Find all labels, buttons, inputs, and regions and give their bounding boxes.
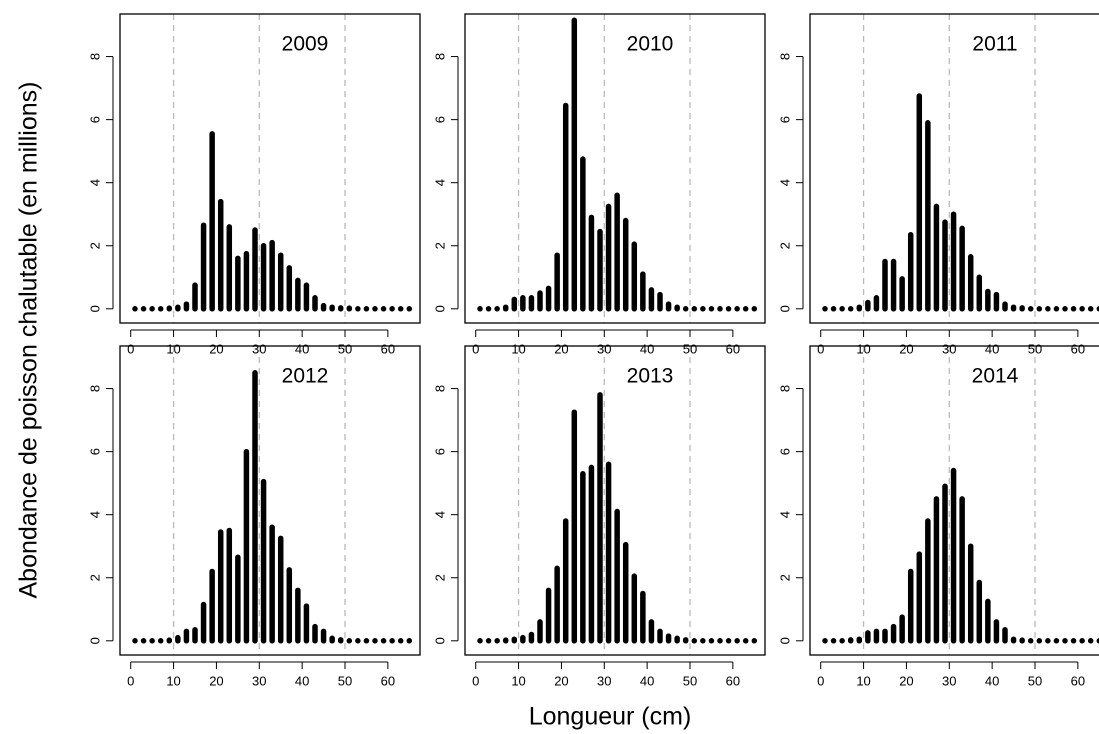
y-tick-label: 4 [432,511,447,518]
x-tick-label: 60 [381,341,395,356]
panel: 0 10 20 30 40 50 60 0 2 4 6 8 2014 [777,345,1099,688]
panel: 0 10 20 30 40 50 60 0 2 4 6 8 2013 [432,345,766,688]
y-tick-label: 6 [87,448,102,455]
panel-frame [119,345,421,656]
x-tick-label: 60 [381,673,395,688]
y-tick-label: 8 [777,385,792,392]
y-tick-label: 6 [432,448,447,455]
x-tick-label: 40 [640,341,654,356]
y-tick-label: 4 [777,179,792,186]
y-tick-label: 4 [432,179,447,186]
y-tick-label: 2 [432,574,447,581]
y-tick-label: 8 [432,53,447,60]
x-tick-label: 30 [942,673,956,688]
x-tick-label: 20 [209,341,223,356]
y-tick-label: 6 [87,116,102,123]
y-tick-label: 4 [777,511,792,518]
y-tick-label: 6 [777,448,792,455]
y-tick-label: 0 [777,305,792,312]
x-tick-label: 40 [985,341,999,356]
panel: 0 10 20 30 40 50 60 0 2 4 6 8 2012 [87,345,421,688]
x-tick-label: 50 [683,673,697,688]
x-tick-label: 60 [726,673,740,688]
x-tick-label: 20 [554,341,568,356]
x-tick-label: 20 [899,673,913,688]
y-tick-label: 8 [87,53,102,60]
x-tick-label: 0 [817,673,824,688]
x-tick-label: 10 [166,673,180,688]
panel-title: 2010 [627,33,674,56]
y-tick-label: 6 [432,116,447,123]
y-tick-label: 4 [87,179,102,186]
x-tick-label: 20 [899,341,913,356]
x-tick-label: 60 [726,341,740,356]
x-tick-label: 0 [127,341,134,356]
x-tick-label: 20 [209,673,223,688]
y-tick-label: 0 [87,305,102,312]
x-tick-label: 0 [472,673,479,688]
panel-title: 2011 [972,33,1017,56]
x-tick-label: 40 [295,341,309,356]
x-tick-label: 0 [127,673,134,688]
panel-title: 2013 [627,365,674,388]
panel-title: 2012 [282,365,329,388]
x-tick-label: 10 [511,673,525,688]
y-tick-label: 6 [777,116,792,123]
y-tick-label: 8 [87,385,102,392]
x-tick-label: 60 [1071,673,1085,688]
panel-frame [809,13,1099,324]
panel-frame [464,345,766,656]
x-tick-label: 0 [472,341,479,356]
x-tick-label: 40 [985,673,999,688]
y-tick-label: 2 [87,574,102,581]
x-tick-label: 40 [295,673,309,688]
x-tick-label: 20 [554,673,568,688]
x-tick-label: 30 [597,673,611,688]
panel-frame [464,13,766,324]
x-axis-title: Longueur (cm) [529,703,692,731]
y-tick-label: 2 [777,574,792,581]
x-tick-label: 30 [252,673,266,688]
panel-frame [809,345,1099,656]
y-tick-label: 0 [432,305,447,312]
x-tick-label: 40 [640,673,654,688]
y-tick-label: 2 [87,242,102,249]
panel-title: 2014 [972,365,1019,388]
x-tick-label: 0 [817,341,824,356]
panel-frame [119,13,421,324]
y-axis-title: Abondance de poisson chalutable (en mill… [15,82,43,599]
y-tick-label: 4 [87,511,102,518]
y-tick-label: 2 [432,242,447,249]
y-tick-label: 2 [777,242,792,249]
y-tick-label: 8 [777,53,792,60]
y-tick-label: 0 [432,637,447,644]
x-tick-label: 50 [338,673,352,688]
y-tick-label: 8 [432,385,447,392]
x-tick-label: 50 [1028,673,1042,688]
y-tick-label: 0 [87,637,102,644]
y-tick-label: 0 [777,637,792,644]
x-tick-label: 10 [856,673,870,688]
panel-title: 2009 [282,33,329,56]
x-tick-label: 60 [1071,341,1085,356]
